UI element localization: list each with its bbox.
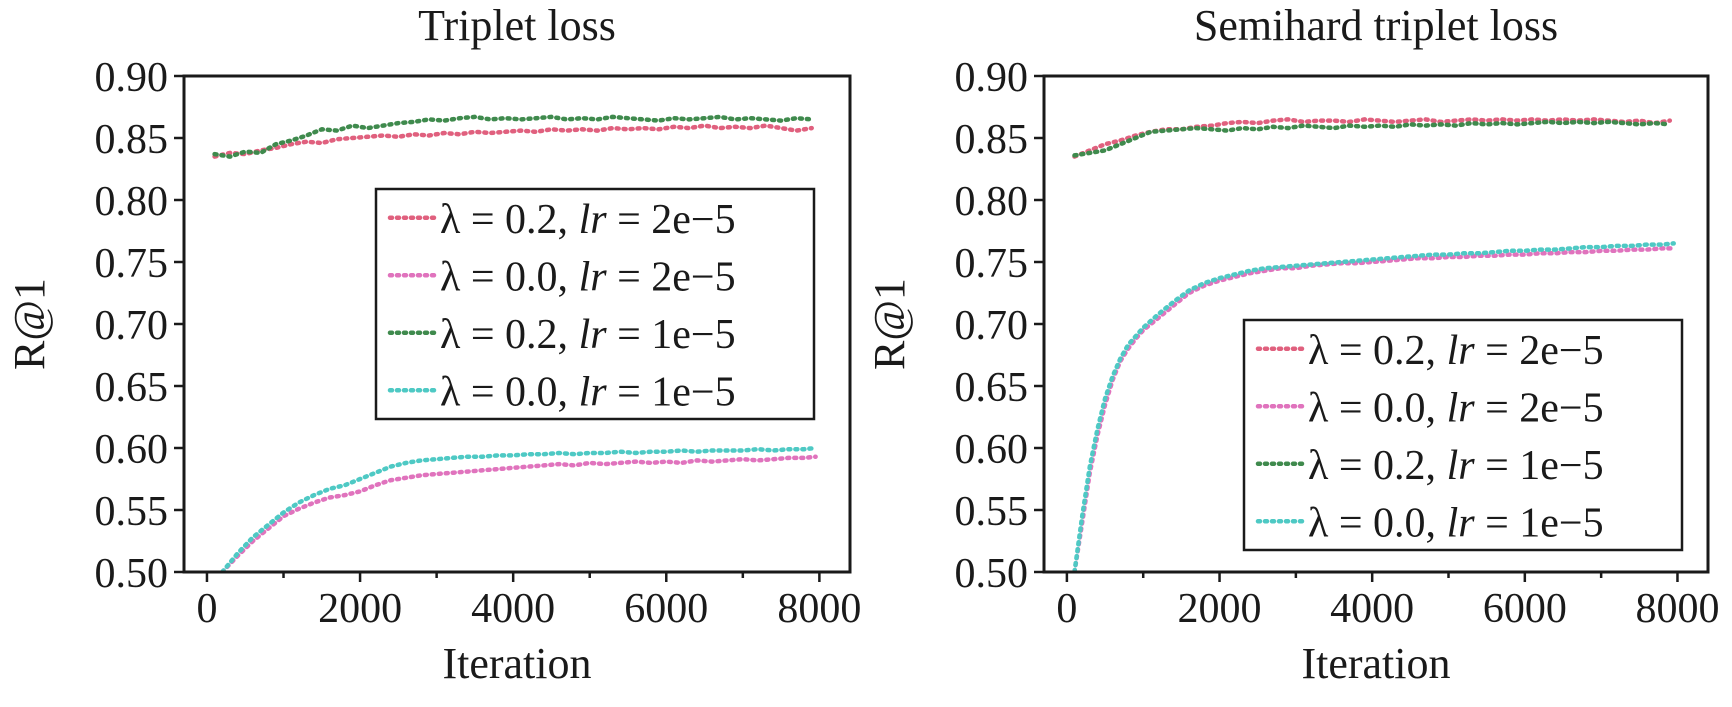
y-tick-label: 0.60: [955, 427, 1029, 473]
y-tick-label: 0.50: [955, 551, 1029, 597]
y-tick-label: 0.80: [95, 179, 169, 225]
legend-lambda-text: λ = 0.0,: [440, 369, 579, 415]
y-axis-label: R@1: [5, 278, 54, 370]
legend-lr-text: lr: [1447, 385, 1476, 431]
x-tick-label: 0: [1056, 586, 1077, 632]
legend-lr-text: lr: [579, 312, 608, 358]
x-tick-label: 8000: [1635, 586, 1719, 632]
y-tick-label: 0.60: [95, 427, 169, 473]
legend-lambda-text: λ = 0.2,: [440, 312, 579, 358]
series-line-1: [1072, 246, 1676, 572]
legend-value-text: = 2e−5: [1475, 385, 1604, 431]
x-tick-label: 6000: [624, 586, 708, 632]
legend-lambda-text: λ = 0.0,: [1308, 385, 1447, 431]
x-tick-label: 0: [196, 586, 217, 632]
y-tick-label: 0.90: [95, 55, 169, 101]
series-line-2: [1072, 119, 1673, 158]
y-tick-label: 0.65: [955, 365, 1029, 411]
legend-entry-label: λ = 0.2, lr = 2e−5: [440, 197, 736, 243]
y-tick-label: 0.75: [95, 241, 169, 287]
legend-lr-text: lr: [579, 254, 608, 300]
x-tick-label: 4000: [471, 586, 555, 632]
legend-lambda-text: λ = 0.2,: [1308, 328, 1447, 374]
x-axis-label: Iteration: [1301, 639, 1450, 688]
legend-lr-text: lr: [1447, 443, 1476, 489]
legend-entry-label: λ = 0.2, lr = 2e−5: [1308, 328, 1604, 374]
series-line-2: [212, 114, 814, 159]
legend-box: [374, 187, 816, 421]
x-tick-label: 4000: [1330, 586, 1414, 632]
legend-entry-label: λ = 0.2, lr = 1e−5: [440, 312, 736, 358]
legend-value-text: = 2e−5: [607, 197, 736, 243]
y-tick-label: 0.70: [955, 303, 1029, 349]
legend-value-text: = 1e−5: [1475, 443, 1604, 489]
y-tick-label: 0.50: [95, 551, 169, 597]
series-group: [212, 114, 818, 572]
legend-entry-label: λ = 0.2, lr = 1e−5: [1308, 443, 1604, 489]
chart-panel-0: Triplet loss 0 2000 4000 6000 8000 0.50 0.55 0.6…: [5, 1, 861, 688]
chart-panel-1: Semihard triplet loss 0 2000 4000 6000 8000 0.…: [865, 1, 1719, 688]
y-tick-label: 0.80: [955, 179, 1029, 225]
x-tick-label: 2000: [1178, 586, 1262, 632]
y-axis-label: R@1: [865, 278, 914, 370]
legend-value-text: = 1e−5: [607, 312, 736, 358]
legend-lr-text: lr: [1447, 328, 1476, 374]
legend-entry-label: λ = 0.0, lr = 2e−5: [440, 254, 736, 300]
y-tick-label: 0.55: [95, 489, 169, 535]
legend-value-text: = 1e−5: [607, 369, 736, 415]
x-tick-label: 2000: [318, 586, 402, 632]
legend-entry-label: λ = 0.0, lr = 1e−5: [440, 369, 736, 415]
x-tick-label: 8000: [777, 586, 861, 632]
x-axis-label: Iteration: [442, 639, 591, 688]
legend-value-text: = 2e−5: [607, 254, 736, 300]
y-tick-label: 0.85: [95, 117, 169, 163]
y-tick-label: 0.85: [955, 117, 1029, 163]
legend-box: [1242, 318, 1684, 552]
legend-lr-text: lr: [1447, 500, 1476, 546]
chart-title: Semihard triplet loss: [1194, 1, 1558, 50]
series-line-3: [1072, 241, 1676, 572]
legend-value-text: = 2e−5: [1475, 328, 1604, 374]
x-tick-label: 6000: [1483, 586, 1567, 632]
legend-lr-text: lr: [579, 369, 608, 415]
y-tick-label: 0.65: [95, 365, 169, 411]
series-line-1: [220, 454, 818, 572]
legend-lambda-text: λ = 0.0,: [1308, 500, 1447, 546]
legend-lambda-text: λ = 0.2,: [440, 197, 579, 243]
legend-entry-label: λ = 0.0, lr = 1e−5: [1308, 500, 1604, 546]
legend-lambda-text: λ = 0.2,: [1308, 443, 1447, 489]
y-tick-label: 0.75: [955, 241, 1029, 287]
legend-value-text: = 1e−5: [1475, 500, 1604, 546]
legend: λ = 0.2, lr = 2e−5λ = 0.0, lr = 2e−5λ = …: [374, 187, 816, 421]
y-tick-label: 0.70: [95, 303, 169, 349]
legend-lambda-text: λ = 0.0,: [440, 254, 579, 300]
chart-title: Triplet loss: [418, 1, 616, 50]
y-tick-label: 0.90: [955, 55, 1029, 101]
series-line-0: [212, 123, 814, 159]
series-line-3: [220, 445, 818, 572]
y-tick-label: 0.55: [955, 489, 1029, 535]
series-group: [1072, 117, 1676, 572]
legend: λ = 0.2, lr = 2e−5λ = 0.0, lr = 2e−5λ = …: [1242, 318, 1684, 552]
legend-entry-label: λ = 0.0, lr = 2e−5: [1308, 385, 1604, 431]
legend-lr-text: lr: [579, 197, 608, 243]
